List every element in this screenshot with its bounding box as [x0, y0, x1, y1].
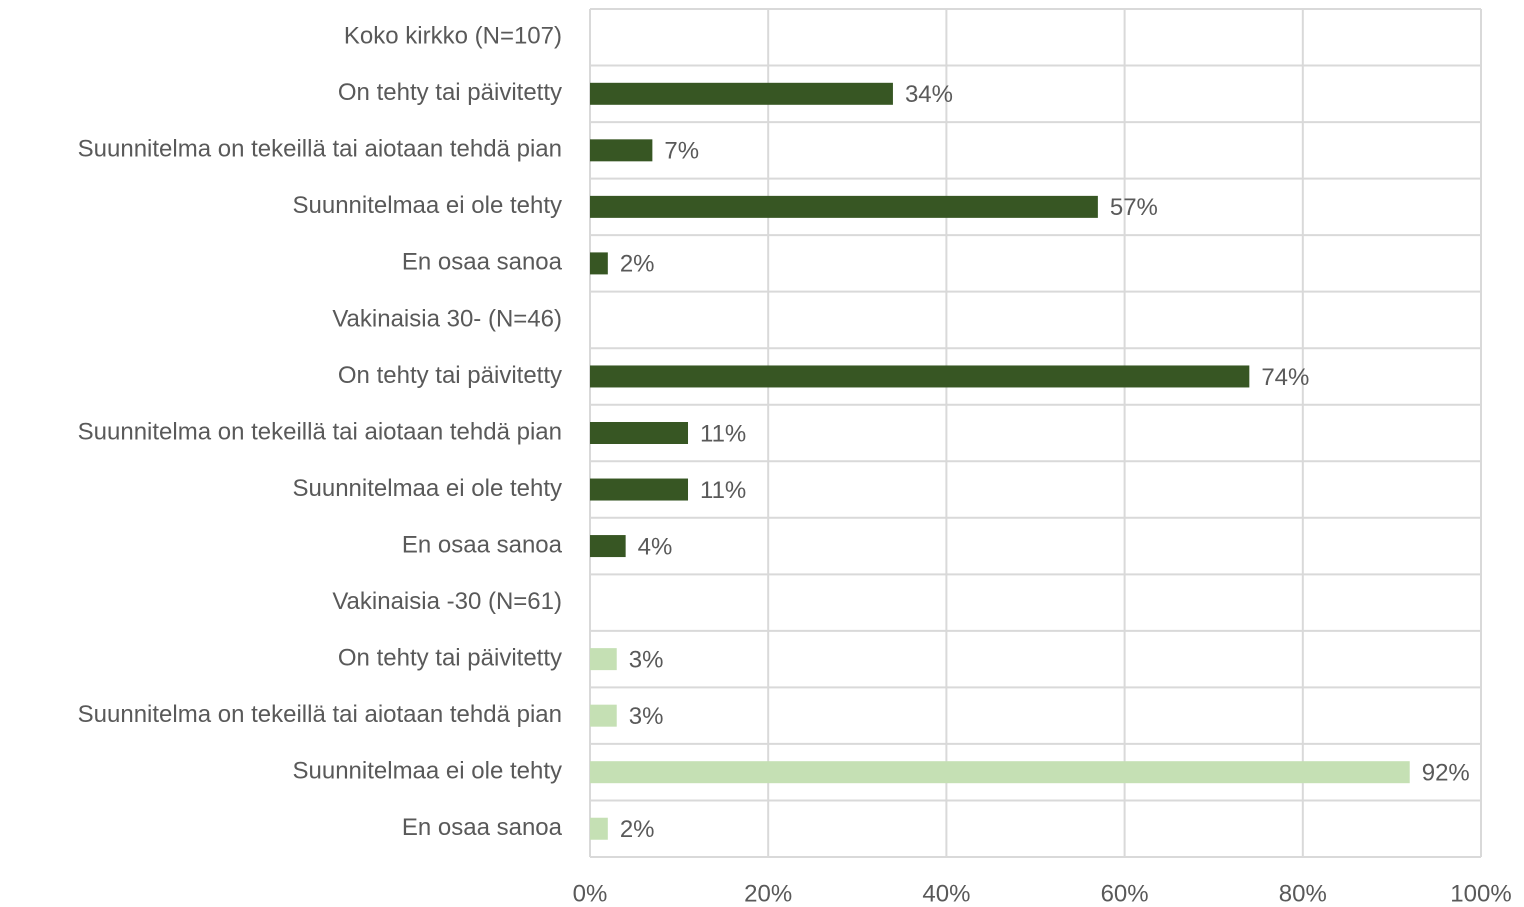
y-tick-label: En osaa sanoa [402, 531, 563, 558]
bar [590, 535, 626, 558]
data-label: 92% [1422, 760, 1470, 787]
bar [590, 817, 608, 840]
data-label: 74% [1261, 364, 1309, 391]
y-tick-label: On tehty tai päivitetty [338, 362, 562, 389]
y-tick-label: Suunnitelma on tekeillä tai aiotaan tehd… [78, 136, 562, 163]
x-tick-label: 100% [1450, 880, 1511, 907]
x-tick-label: 80% [1279, 880, 1327, 907]
data-label: 3% [629, 703, 664, 730]
bar [590, 478, 689, 501]
data-label: 4% [638, 533, 673, 560]
y-tick-label: En osaa sanoa [402, 814, 563, 841]
y-tick-label: Koko kirkko (N=107) [344, 23, 562, 50]
bar [590, 365, 1250, 388]
y-tick-label: Suunnitelmaa ei ole tehty [292, 758, 562, 785]
y-tick-label: Suunnitelmaa ei ole tehty [292, 475, 562, 502]
y-tick-label: Suunnitelma on tekeillä tai aiotaan tehd… [78, 418, 562, 445]
x-tick-label: 0% [573, 880, 608, 907]
y-tick-label: On tehty tai päivitetty [338, 79, 562, 106]
data-label: 2% [620, 816, 655, 843]
bar [590, 82, 893, 105]
y-tick-label: On tehty tai päivitetty [338, 644, 562, 671]
data-label: 57% [1110, 194, 1158, 221]
bar [590, 252, 608, 275]
y-tick-label: Suunnitelma on tekeillä tai aiotaan tehd… [78, 701, 562, 728]
data-label: 34% [905, 81, 953, 108]
bar [590, 761, 1410, 784]
bar [590, 195, 1098, 218]
y-tick-label: Vakinaisia -30 (N=61) [332, 588, 562, 615]
bar [590, 704, 617, 727]
x-tick-label: 20% [744, 880, 792, 907]
data-label: 3% [629, 646, 664, 673]
data-label: 2% [620, 251, 655, 278]
data-label: 11% [700, 477, 746, 504]
data-label: 11% [700, 420, 746, 447]
y-tick-label: Vakinaisia 30- (N=46) [332, 305, 562, 332]
y-tick-label: En osaa sanoa [402, 249, 563, 276]
data-label: 7% [664, 138, 699, 165]
x-tick-label: 60% [1101, 880, 1149, 907]
bar [590, 139, 653, 162]
y-tick-label: Suunnitelmaa ei ole tehty [292, 192, 562, 219]
x-tick-label: 40% [922, 880, 970, 907]
bar [590, 422, 689, 444]
bar [590, 648, 617, 671]
